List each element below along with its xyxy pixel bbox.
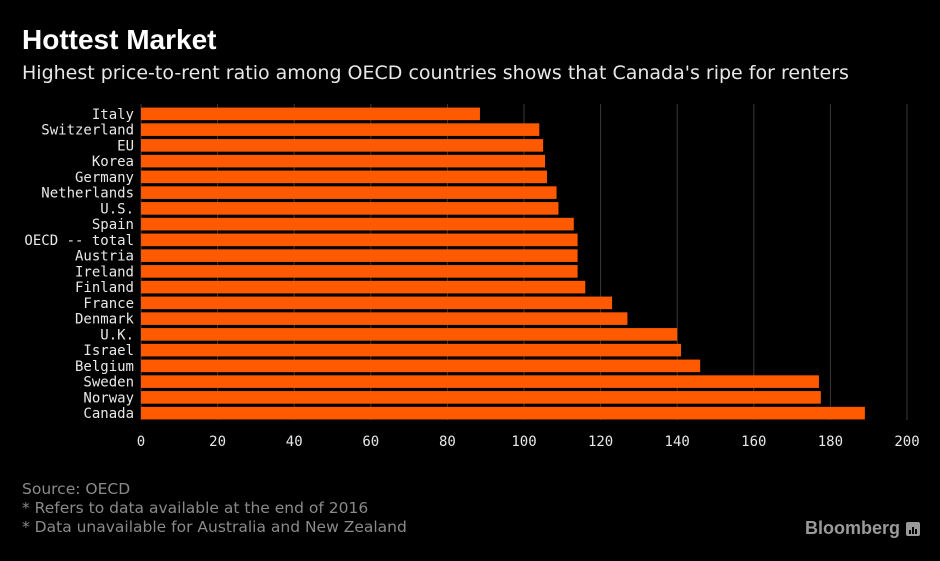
category-label: Spain (92, 217, 134, 233)
bar (141, 391, 821, 404)
category-label: Germany (75, 170, 134, 186)
category-label: Italy (92, 107, 134, 123)
category-label: Ireland (75, 264, 134, 280)
x-tick-label: 100 (511, 434, 536, 450)
category-label: Switzerland (41, 123, 134, 139)
x-tick-label: 80 (439, 434, 456, 450)
bar (141, 312, 628, 325)
bloomberg-terminal-icon (906, 521, 920, 536)
footnote-2: * Data unavailable for Australia and New… (22, 518, 407, 536)
x-tick-label: 20 (209, 434, 226, 450)
x-axis-tick-labels: 0 20 40 60 80 100 120 140 160 180 200 (137, 434, 920, 450)
x-tick-label: 40 (286, 434, 303, 450)
bar (141, 186, 557, 199)
category-label: Netherlands (41, 186, 134, 202)
category-label: Belgium (75, 359, 134, 375)
bar (141, 107, 480, 121)
bar (141, 170, 547, 184)
bar (141, 280, 586, 294)
category-label: Israel (83, 343, 134, 359)
category-label: Finland (75, 280, 134, 296)
category-label: U.K. (100, 327, 134, 343)
bar (141, 233, 578, 247)
category-label: OECD -- total (24, 233, 134, 249)
brand-name: Bloomberg (804, 518, 900, 538)
category-labels: ItalySwitzerlandEUKoreaGermanyNetherland… (24, 107, 134, 422)
bar (141, 406, 865, 420)
bar (141, 328, 678, 341)
bloomberg-logo: Bloomberg (805, 518, 920, 539)
x-tick-label: 140 (665, 434, 690, 450)
x-tick-label: 180 (818, 434, 843, 450)
x-tick-label: 60 (362, 434, 379, 450)
footnote-1: * Refers to data available at the end of… (22, 499, 369, 517)
category-label: Norway (83, 390, 134, 406)
footnotes: Source: OECD * Refers to data available … (22, 480, 407, 537)
chart-subtitle: Highest price-to-rent ratio among OECD c… (22, 62, 849, 84)
bar (141, 154, 546, 168)
bar (141, 343, 682, 357)
source-note: Source: OECD (22, 480, 131, 498)
bar (141, 217, 574, 231)
bar (141, 375, 819, 388)
bar (141, 265, 578, 278)
bar-chart: ItalySwitzerlandEUKoreaGermanyNetherland… (24, 104, 920, 450)
category-label: Korea (92, 154, 134, 170)
category-label: Canada (83, 406, 134, 422)
bars (141, 107, 865, 420)
category-label: Austria (75, 249, 134, 265)
bar (141, 139, 544, 152)
category-label: France (83, 296, 134, 312)
chart-title: Hottest Market (22, 24, 217, 55)
x-tick-label: 160 (741, 434, 766, 450)
bar (141, 202, 559, 215)
category-label: U.S. (100, 201, 134, 217)
category-label: Denmark (75, 312, 135, 328)
bar (141, 359, 701, 373)
bar (141, 123, 540, 136)
category-label: Sweden (83, 375, 134, 391)
x-tick-label: 120 (588, 434, 613, 450)
category-label: EU (117, 138, 134, 154)
bar (141, 249, 578, 262)
x-tick-label: 200 (894, 434, 919, 450)
bar (141, 296, 613, 310)
x-tick-label: 0 (137, 434, 145, 450)
